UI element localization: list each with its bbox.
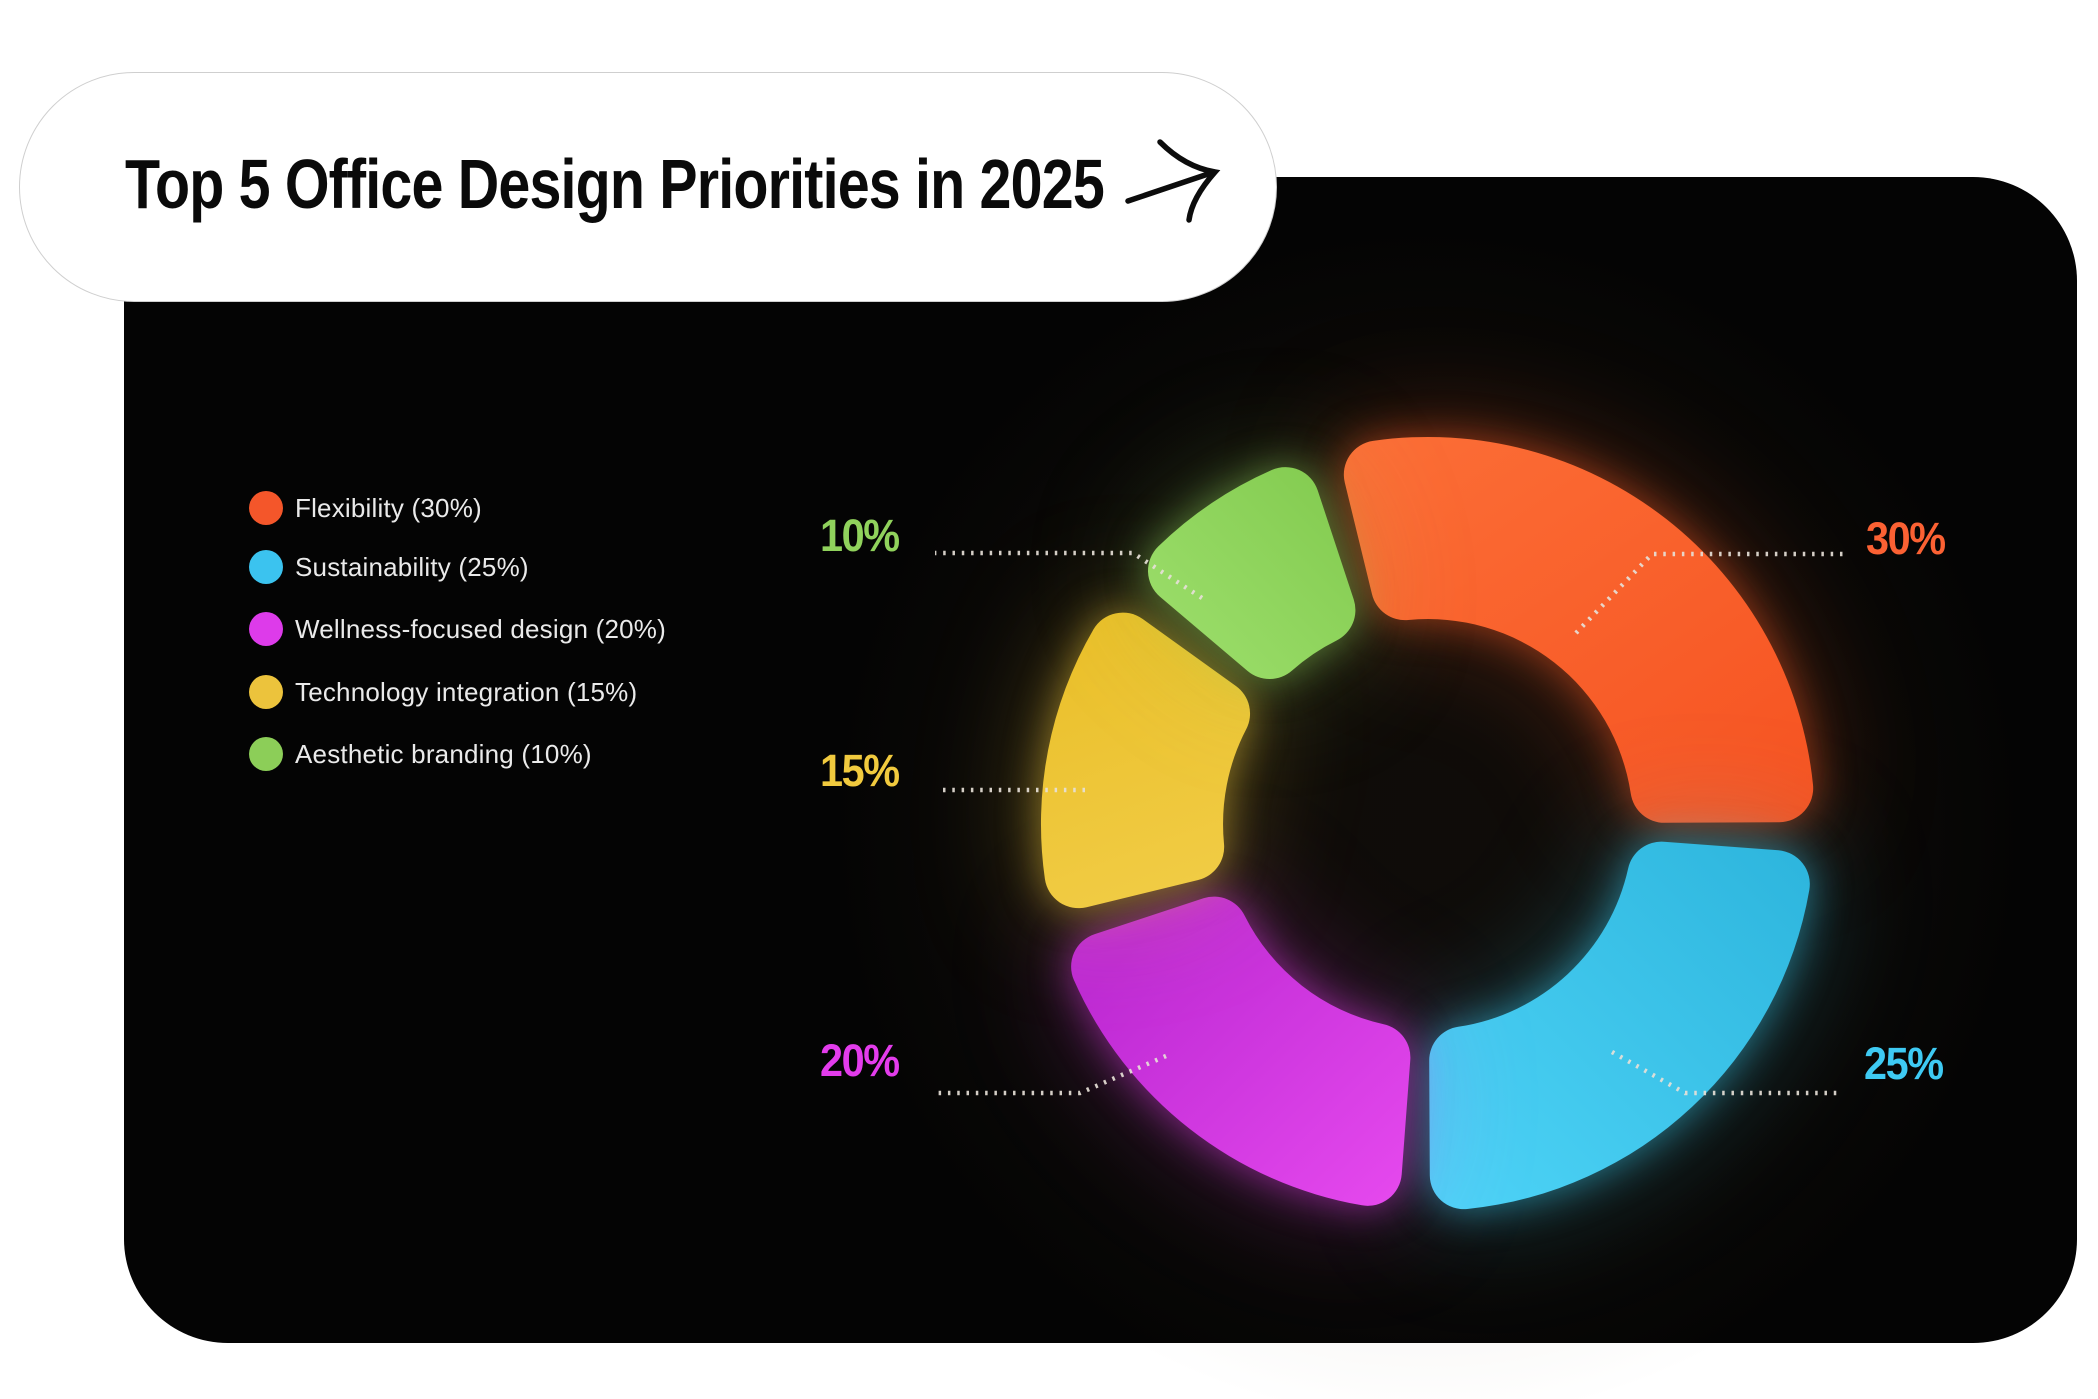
legend-item: Flexibility (30%): [249, 491, 482, 525]
donut-segment-flexibility: [1343, 436, 1814, 823]
leader-line-20%: [937, 1053, 1167, 1096]
percent-label-10%: 10%: [820, 510, 900, 561]
donut-segment-sustainability: [1429, 841, 1810, 1210]
donut-segment-aesthetic-branding: [1148, 467, 1356, 680]
percent-label-30%: 30%: [1866, 513, 1946, 564]
percent-label-25%: 25%: [1864, 1038, 1944, 1089]
legend-item: Wellness-focused design (20%): [249, 612, 666, 646]
percent-label-15%: 15%: [820, 745, 900, 796]
legend-dot-icon: [249, 737, 283, 771]
title-pill: [19, 72, 1277, 302]
legend-dot-icon: [249, 675, 283, 709]
percent-label-20%: 20%: [820, 1035, 900, 1086]
leader-line-25%: [1610, 1050, 1841, 1096]
donut-segment-technology-integration: [1040, 612, 1251, 909]
legend-item-label: Wellness-focused design (20%): [295, 614, 666, 644]
donut-ambient-glow: [828, 224, 2028, 1399]
legend-item-label: Aesthetic branding (10%): [295, 739, 592, 769]
legend-item: Technology integration (15%): [249, 675, 637, 709]
legend-item: Sustainability (25%): [249, 550, 529, 584]
legend-item-label: Sustainability (25%): [295, 552, 529, 582]
legend-dot-icon: [249, 612, 283, 646]
legend-dot-icon: [249, 550, 283, 584]
legend-item: Aesthetic branding (10%): [249, 737, 592, 771]
legend-item-label: Flexibility (30%): [295, 493, 482, 523]
page-title: Top 5 Office Design Priorities in 2025: [125, 145, 1105, 223]
donut-segment-wellness-focused-design: [1071, 896, 1411, 1206]
leader-line-10%: [935, 550, 1204, 600]
legend-dot-icon: [249, 491, 283, 525]
legend-item-label: Technology integration (15%): [295, 677, 638, 707]
